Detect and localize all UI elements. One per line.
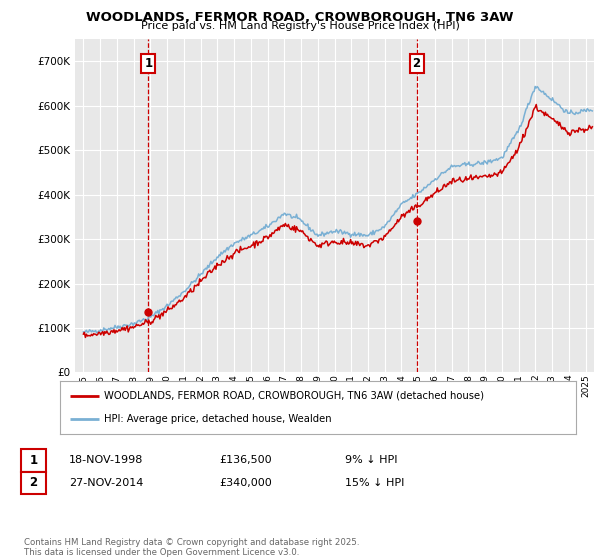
Text: 9% ↓ HPI: 9% ↓ HPI xyxy=(345,455,398,465)
Text: 18-NOV-1998: 18-NOV-1998 xyxy=(69,455,143,465)
Text: 15% ↓ HPI: 15% ↓ HPI xyxy=(345,478,404,488)
Text: WOODLANDS, FERMOR ROAD, CROWBOROUGH, TN6 3AW: WOODLANDS, FERMOR ROAD, CROWBOROUGH, TN6… xyxy=(86,11,514,24)
Text: 1: 1 xyxy=(144,57,152,70)
Text: 1: 1 xyxy=(29,454,38,467)
Text: HPI: Average price, detached house, Wealden: HPI: Average price, detached house, Weal… xyxy=(104,414,331,424)
Text: WOODLANDS, FERMOR ROAD, CROWBOROUGH, TN6 3AW (detached house): WOODLANDS, FERMOR ROAD, CROWBOROUGH, TN6… xyxy=(104,391,484,401)
Text: 2: 2 xyxy=(412,57,421,70)
Text: Price paid vs. HM Land Registry's House Price Index (HPI): Price paid vs. HM Land Registry's House … xyxy=(140,21,460,31)
Text: Contains HM Land Registry data © Crown copyright and database right 2025.
This d: Contains HM Land Registry data © Crown c… xyxy=(24,538,359,557)
Text: 27-NOV-2014: 27-NOV-2014 xyxy=(69,478,143,488)
Text: £340,000: £340,000 xyxy=(219,478,272,488)
Text: £136,500: £136,500 xyxy=(219,455,272,465)
Text: 2: 2 xyxy=(29,476,38,489)
